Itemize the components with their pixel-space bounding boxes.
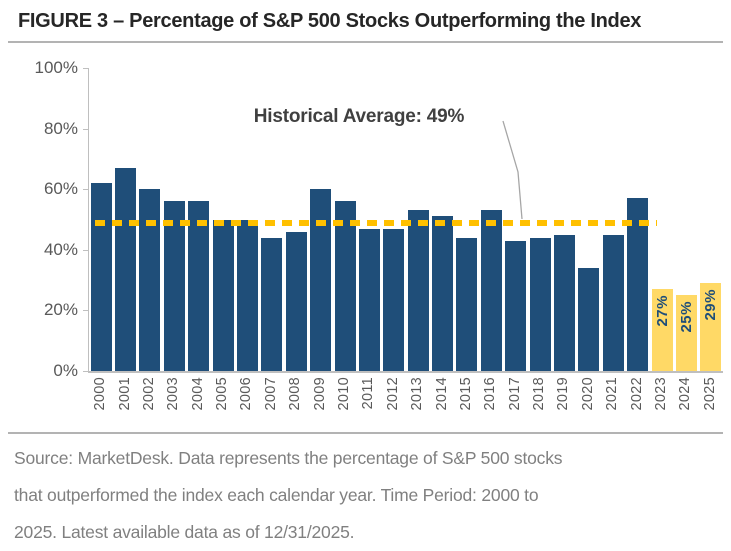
plot-area: 27% 25% 29% [88,68,723,373]
bar-2020 [578,267,600,371]
x-tick-label-2004: 2004 [189,377,206,411]
y-tick-mark [83,128,88,130]
y-tick-mark [83,371,88,372]
x-tick-label-2025: 2025 [701,377,718,411]
x-tick-label-2021: 2021 [604,377,621,411]
source-note-line: that outperformed the index each calenda… [14,485,539,505]
historical-average-annotation: Historical Average: 49% [253,106,465,127]
x-tick-label-2014: 2014 [433,377,450,411]
x-tick-label-2005: 2005 [214,377,231,411]
source-note-line: Source: MarketDesk. Data represents the … [14,448,563,468]
bar-2023: 27% [651,289,673,371]
bar-2021 [602,234,624,371]
bar-2006 [237,219,258,371]
bar-2004 [188,201,210,371]
source-note: Source: MarketDesk. Data represents the … [14,440,724,551]
bar-2011 [358,228,380,371]
x-tick-label-2007: 2007 [262,377,279,411]
bar-2001 [115,168,137,371]
x-tick-label-2012: 2012 [384,377,401,411]
y-tick-label: 20% [43,300,78,320]
y-tick-label: 40% [43,239,78,259]
x-tick-label-2022: 2022 [628,377,645,411]
x-tick-label-2015: 2015 [457,377,474,411]
x-axis-labels: 2000 2001 2002 2003 2004 2005 2006 2007 2008 2009… [88,377,722,429]
y-tick-label: 80% [43,118,78,138]
bar-2025: 29% [700,283,722,371]
x-tick-label-2008: 2008 [287,377,304,411]
bar-2008 [285,231,307,371]
y-tick-label: 60% [43,179,78,199]
x-tick-label-2016: 2016 [482,377,499,411]
bar-2005 [212,219,234,371]
historical-average-dashed-line [95,219,657,226]
bar-2003 [163,201,185,371]
x-tick-label-2023: 2023 [653,377,670,411]
y-tick-label: 0% [53,361,78,380]
bar-2002 [139,189,161,371]
x-tick-label-2017: 2017 [506,377,523,411]
x-tick-label-2018: 2018 [531,377,548,411]
x-tick-label-2013: 2013 [409,377,426,411]
bar-value-label: 25% [677,301,695,333]
bar-2010 [334,201,356,371]
x-tick-label-2003: 2003 [165,377,182,411]
bar-2014 [432,216,454,371]
bar-2009 [310,189,332,371]
bar-2012 [383,228,405,371]
x-tick-label-2020: 2020 [579,377,596,411]
bar-2015 [456,237,478,371]
bar-2000 [90,183,112,371]
bar-2018 [529,237,551,371]
x-tick-label-2024: 2024 [677,377,694,411]
footer-divider [8,432,723,434]
x-tick-label-2006: 2006 [238,377,255,411]
bar-series: 27% 25% 29% [89,68,723,371]
bar-2024: 25% [675,295,697,371]
y-tick-mark [83,310,88,312]
y-tick-mark [83,249,88,251]
x-tick-label-2011: 2011 [360,377,377,410]
bar-2019 [554,234,575,371]
title-divider [8,41,723,43]
bar-2022 [627,198,649,371]
y-tick-mark [83,68,88,69]
x-tick-label-2010: 2010 [336,377,353,411]
bar-value-label: 27% [653,295,671,327]
x-tick-label-2019: 2019 [555,377,572,411]
y-tick-mark [83,189,88,191]
figure-title: FIGURE 3 – Percentage of S&P 500 Stocks … [18,10,642,32]
bar-2013 [407,210,429,371]
x-tick-label-2009: 2009 [311,377,328,411]
x-tick-label-2001: 2001 [116,377,133,411]
bar-value-label: 29% [702,289,720,321]
bar-2016 [480,210,502,371]
x-tick-label-2000: 2000 [92,377,109,411]
y-tick-label: 100% [34,58,78,77]
x-tick-label-2002: 2002 [140,377,157,411]
bar-2007 [261,237,283,371]
bar-2017 [505,240,527,371]
source-note-line: 2025. Latest available data as of 12/31/… [14,522,355,542]
